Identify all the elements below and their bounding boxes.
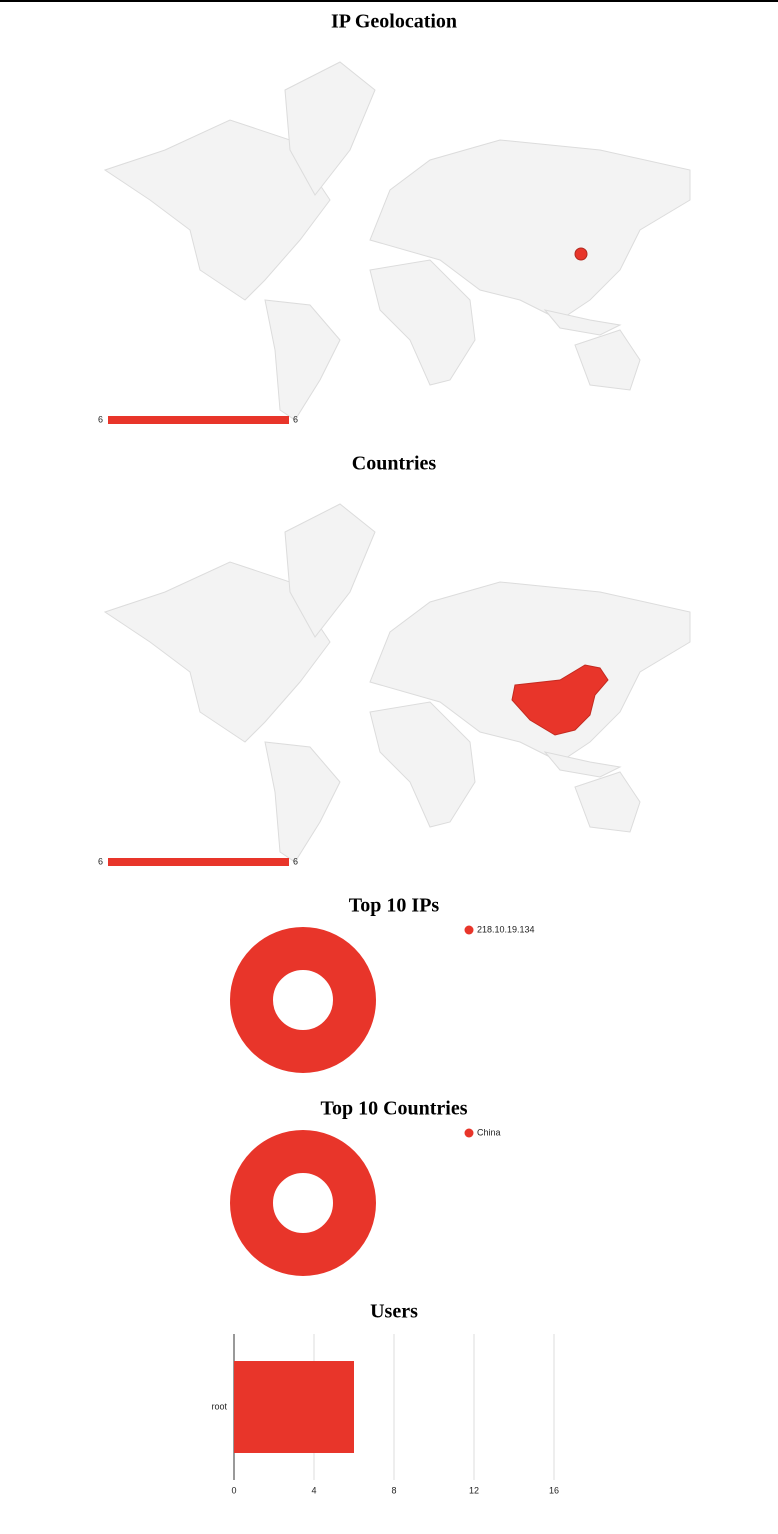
donut-slice [230, 1130, 376, 1276]
x-tick-label: 16 [549, 1485, 559, 1495]
legend-swatch [464, 925, 474, 935]
land [369, 139, 691, 321]
chart-title: Users [370, 1301, 418, 1323]
color-scale [108, 858, 289, 866]
land [103, 119, 331, 301]
land [264, 741, 341, 863]
land [264, 299, 341, 421]
chart-title: IP Geolocation [331, 11, 457, 33]
land [284, 503, 376, 638]
land [574, 771, 641, 833]
land [369, 259, 476, 386]
legend-label: China [477, 1127, 501, 1137]
x-tick-label: 8 [391, 1485, 396, 1495]
chart-title: Top 10 Countries [320, 1098, 467, 1120]
country [511, 664, 609, 736]
x-tick-label: 0 [231, 1485, 236, 1495]
donut-slice [230, 927, 376, 1073]
chart-title: Top 10 IPs [349, 895, 440, 917]
land [369, 701, 476, 828]
x-tick-label: 12 [469, 1485, 479, 1495]
land [103, 561, 331, 743]
color-scale [108, 416, 289, 424]
legend-min: 6 [98, 414, 103, 424]
top-border [0, 0, 778, 2]
legend-swatch [464, 1128, 474, 1138]
land [543, 751, 622, 778]
legend-label: 218.10.19.134 [477, 924, 535, 934]
legend-max: 6 [293, 414, 298, 424]
chart-title: Countries [352, 453, 437, 475]
land [284, 61, 376, 196]
marker [574, 247, 588, 261]
land [574, 329, 641, 391]
legend-max: 6 [293, 856, 298, 866]
bar [234, 1361, 354, 1453]
legend-min: 6 [98, 856, 103, 866]
x-tick-label: 4 [311, 1485, 316, 1495]
land [543, 309, 622, 336]
land [369, 581, 691, 763]
y-tick-label: root [211, 1401, 227, 1411]
